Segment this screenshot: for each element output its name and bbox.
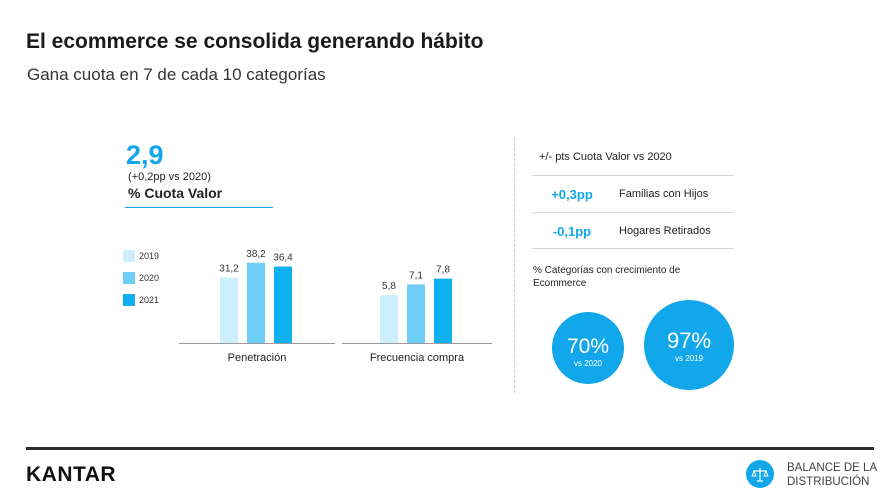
circle-stat-2020: 70% vs 2020 [552,312,624,384]
divider [532,175,733,176]
scale-icon [746,460,774,488]
badge-line-1: BALANCE DE LA [787,462,878,474]
legend-label: 2020 [139,273,160,283]
bar-chart: 31,2 38,2 36,4 Penetración 5,8 7,1 7,8 Frecuenc… [179,249,492,364]
share-change-label: Hogares Retirados [619,225,711,237]
highlight-change: (+0,2pp vs 2020) [128,171,211,183]
legend-swatch [123,272,135,284]
highlight-value: 2,9 [126,140,164,170]
bar-value-label: 36,4 [273,253,293,264]
highlight-underline [125,207,273,208]
circle-sub: vs 2020 [573,359,603,368]
bar-2020 [407,284,425,343]
legend-item-2019: 2019 [123,249,159,263]
categories-growth-heading: % Categorías con crecimiento de Ecommerc… [533,265,681,289]
legend-label: 2021 [139,295,160,305]
bar-2021 [434,278,452,343]
bar-2021 [274,266,292,343]
footer-rule [26,447,874,450]
category-label: Penetración [228,352,287,364]
bar-value-label: 31,2 [219,263,239,274]
circle-stat-2019: 97% vs 2019 [644,300,734,390]
badge-line-2: DISTRIBUCIÓN [787,476,870,488]
bar-value-label: 7,8 [436,265,450,276]
legend-swatch [123,250,135,262]
share-change-heading: +/- pts Cuota Valor vs 2020 [539,151,672,163]
category-label: Frecuencia compra [370,352,465,364]
kantar-logo: KANTAR [26,463,117,486]
legend-label: 2019 [139,251,160,261]
share-change-value: -0,1pp [552,224,592,239]
bar-2019 [220,277,238,343]
page-subtitle: Gana cuota en 7 de cada 10 categorías [27,65,326,84]
legend-item-2021: 2021 [123,293,159,307]
divider [532,248,733,249]
bar-value-label: 38,2 [246,249,266,260]
circle-value: 70% [566,335,610,358]
circle-value: 97% [666,328,712,353]
bar-value-label: 5,8 [382,281,396,292]
highlight-label: % Cuota Valor [128,185,223,201]
share-change-label: Familias con Hijos [619,188,709,200]
divider [532,212,733,213]
legend-swatch [123,294,135,306]
bar-value-label: 7,1 [409,270,423,281]
vertical-divider [514,138,515,393]
bar-2020 [247,262,265,343]
page-title: El ecommerce se consolida generando hábi… [26,30,484,53]
share-change-value: +0,3pp [551,187,593,202]
bar-2019 [380,295,398,343]
legend-item-2020: 2020 [123,271,159,285]
circle-sub: vs 2019 [674,354,704,363]
